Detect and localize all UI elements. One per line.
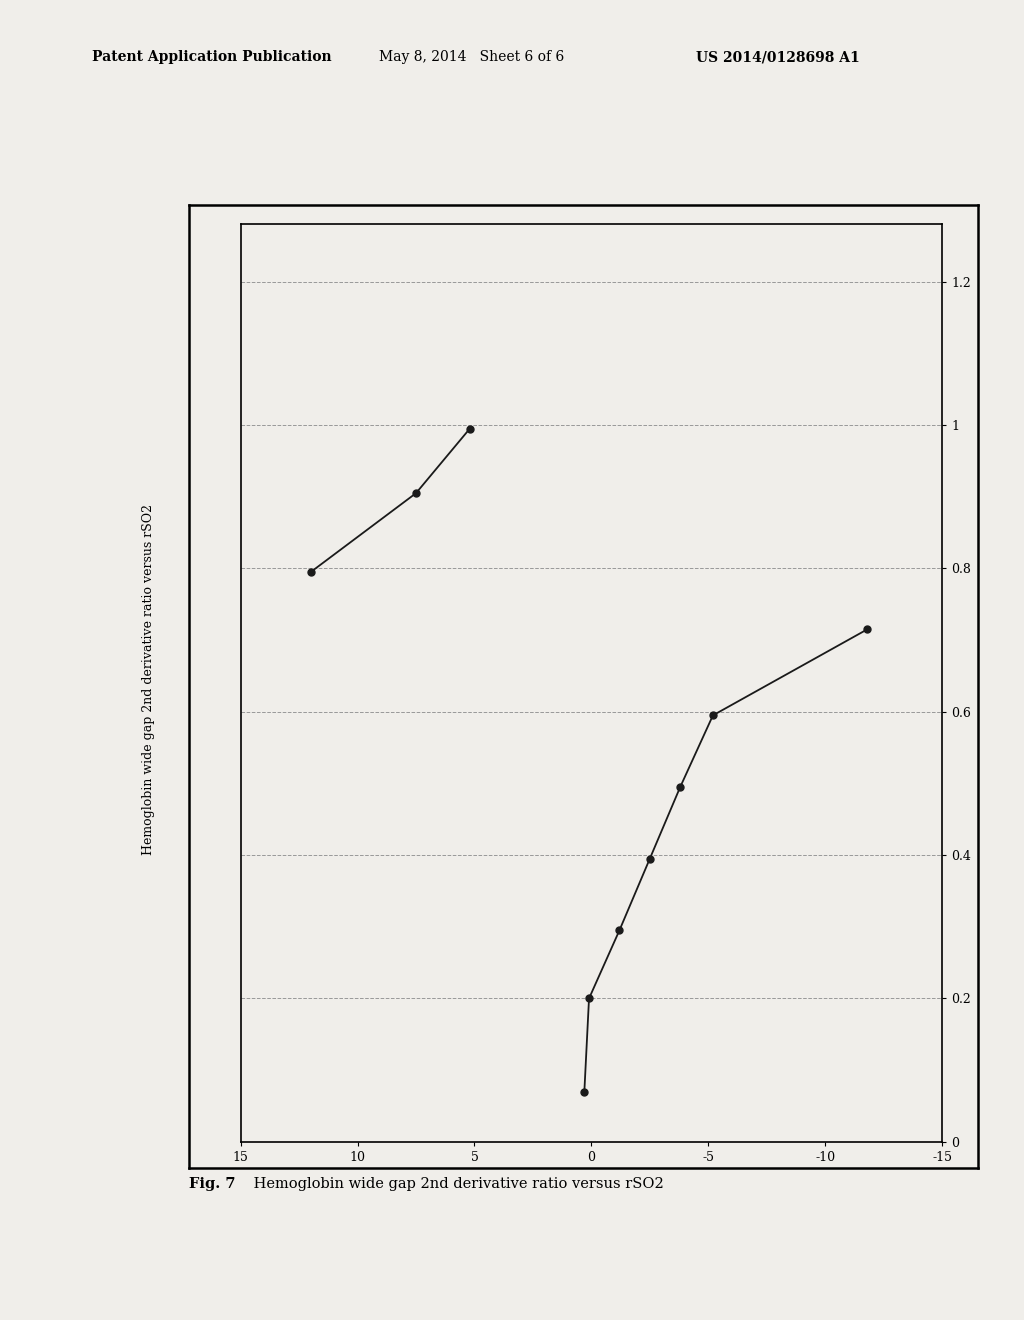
Text: Hemoglobin wide gap 2nd derivative ratio versus rSO2: Hemoglobin wide gap 2nd derivative ratio… [142,504,155,855]
Text: Patent Application Publication: Patent Application Publication [92,50,332,65]
Text: US 2014/0128698 A1: US 2014/0128698 A1 [696,50,860,65]
Text: Fig. 7: Fig. 7 [189,1177,236,1192]
Text: May 8, 2014   Sheet 6 of 6: May 8, 2014 Sheet 6 of 6 [379,50,564,65]
Text: Hemoglobin wide gap 2nd derivative ratio versus rSO2: Hemoglobin wide gap 2nd derivative ratio… [249,1177,664,1192]
